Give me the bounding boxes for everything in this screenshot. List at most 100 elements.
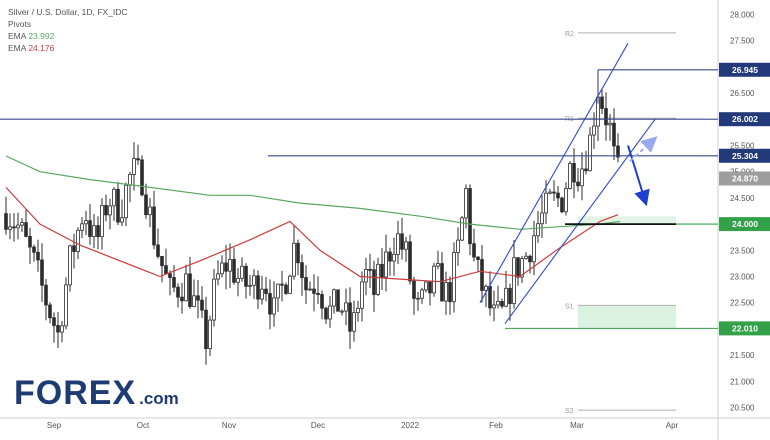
candle-body bbox=[148, 206, 152, 216]
candle-body bbox=[360, 281, 364, 309]
candle-body bbox=[520, 258, 524, 278]
candle-body bbox=[32, 246, 36, 253]
candle-body bbox=[12, 226, 16, 229]
candle-body bbox=[452, 252, 456, 303]
candle-body bbox=[88, 220, 92, 237]
legend-ema-fast-label: EMA bbox=[8, 31, 26, 41]
candle-body bbox=[488, 285, 492, 309]
candle-body bbox=[320, 294, 324, 309]
candle-body bbox=[580, 168, 584, 187]
candle-body bbox=[152, 206, 156, 246]
candle-body bbox=[100, 204, 104, 238]
candle-body bbox=[280, 283, 284, 286]
candle-body bbox=[40, 259, 44, 286]
candle-body bbox=[332, 289, 336, 307]
price-tick-label: 27.500 bbox=[730, 37, 755, 46]
candle-body bbox=[564, 188, 568, 213]
candle-body bbox=[528, 255, 532, 263]
candle-body bbox=[156, 244, 160, 257]
candle-body bbox=[540, 212, 544, 225]
price-tick-label: 20.500 bbox=[730, 404, 755, 413]
candle-body bbox=[84, 220, 88, 225]
candle-body bbox=[500, 300, 504, 307]
last-price-box bbox=[719, 171, 770, 186]
candle-body bbox=[416, 297, 420, 300]
candle-body bbox=[600, 96, 604, 109]
candle-body bbox=[512, 257, 516, 304]
candle-body bbox=[272, 297, 276, 315]
price-tick-label: 23.500 bbox=[730, 246, 755, 255]
candle-body bbox=[144, 194, 148, 216]
pivot-label: R2 bbox=[565, 31, 574, 38]
candle-body bbox=[372, 269, 376, 295]
level-price-label: 25.304 bbox=[732, 151, 758, 161]
price-tick-label: 24.500 bbox=[730, 194, 755, 203]
logo-text: FOREX bbox=[14, 374, 137, 412]
candle-body bbox=[28, 235, 32, 248]
candle-body bbox=[44, 284, 48, 306]
price-tick-label: 25.500 bbox=[730, 141, 755, 150]
channel-upper-line bbox=[479, 43, 629, 303]
candle-body bbox=[364, 269, 368, 283]
candle-body bbox=[368, 269, 372, 271]
candle-body bbox=[592, 125, 596, 136]
candle-body bbox=[616, 145, 620, 158]
candle-body bbox=[224, 262, 228, 272]
time-tick-label: Mar bbox=[570, 421, 584, 430]
candle-body bbox=[316, 292, 320, 295]
candle-body bbox=[240, 265, 244, 279]
candle-body bbox=[128, 174, 132, 186]
candle-body bbox=[68, 245, 72, 286]
candle-body bbox=[420, 289, 424, 299]
candle-body bbox=[508, 287, 512, 304]
candle-body bbox=[380, 263, 384, 278]
candle-body bbox=[336, 289, 340, 312]
candle-body bbox=[468, 188, 472, 245]
candle-body bbox=[232, 259, 236, 283]
candle-body bbox=[476, 256, 480, 260]
candle-body bbox=[132, 158, 136, 175]
candle-body bbox=[504, 287, 508, 307]
candle-body bbox=[384, 251, 388, 278]
candle-body bbox=[64, 284, 68, 327]
s1-support-zone bbox=[578, 305, 676, 328]
candle-body bbox=[252, 275, 256, 286]
candle-body bbox=[8, 226, 12, 230]
candle-body bbox=[456, 239, 460, 253]
candle-body bbox=[480, 259, 484, 291]
candle-body bbox=[388, 251, 392, 262]
candle-body bbox=[424, 281, 428, 291]
candle-body bbox=[164, 265, 168, 275]
candle-body bbox=[108, 205, 112, 216]
candle-body bbox=[324, 307, 328, 320]
price-tick-label: 28.000 bbox=[730, 10, 755, 19]
candle-body bbox=[104, 204, 108, 216]
candle-body bbox=[532, 235, 536, 263]
legend-ema-fast: EMA 23.992 bbox=[8, 30, 128, 42]
legend-ema-fast-value: 23.992 bbox=[28, 31, 55, 41]
last-price-label: 24.870 bbox=[732, 174, 758, 184]
candle-body bbox=[256, 275, 260, 300]
price-tick-label: 26.500 bbox=[730, 89, 755, 98]
candle-body bbox=[356, 307, 360, 314]
candle-body bbox=[448, 282, 452, 303]
candle-body bbox=[92, 225, 96, 237]
price-tick-label: 21.000 bbox=[730, 377, 755, 386]
candle-body bbox=[608, 122, 612, 126]
candle-body bbox=[204, 309, 208, 350]
candle-body bbox=[192, 295, 196, 307]
candle-body bbox=[52, 317, 56, 326]
level-price-box bbox=[719, 148, 770, 163]
candle-body bbox=[120, 217, 124, 223]
candle-body bbox=[236, 277, 240, 283]
candle-body bbox=[460, 217, 464, 241]
candle-body bbox=[60, 325, 64, 333]
candle-body bbox=[472, 243, 476, 258]
candle-body bbox=[160, 256, 164, 267]
candle-body bbox=[296, 242, 300, 264]
time-tick-label: Apr bbox=[666, 421, 679, 430]
time-tick-label: 2022 bbox=[401, 421, 419, 430]
pivot-label: S1 bbox=[565, 303, 574, 310]
